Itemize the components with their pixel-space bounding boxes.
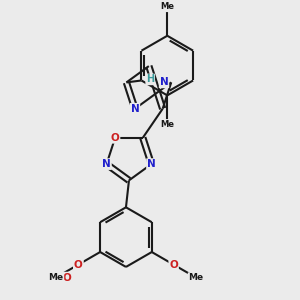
- Text: N: N: [130, 104, 139, 114]
- Text: N: N: [160, 77, 168, 87]
- Text: N: N: [102, 159, 111, 169]
- Text: O: O: [111, 133, 119, 143]
- Text: O: O: [62, 273, 71, 283]
- Text: Me: Me: [188, 273, 204, 282]
- Text: N: N: [147, 159, 156, 169]
- Text: O: O: [74, 260, 83, 270]
- Text: Me: Me: [48, 273, 64, 282]
- Text: H: H: [146, 74, 154, 84]
- Text: O: O: [74, 260, 83, 270]
- Text: Me: Me: [160, 2, 174, 11]
- Text: Me: Me: [160, 120, 174, 129]
- Text: O: O: [169, 260, 178, 270]
